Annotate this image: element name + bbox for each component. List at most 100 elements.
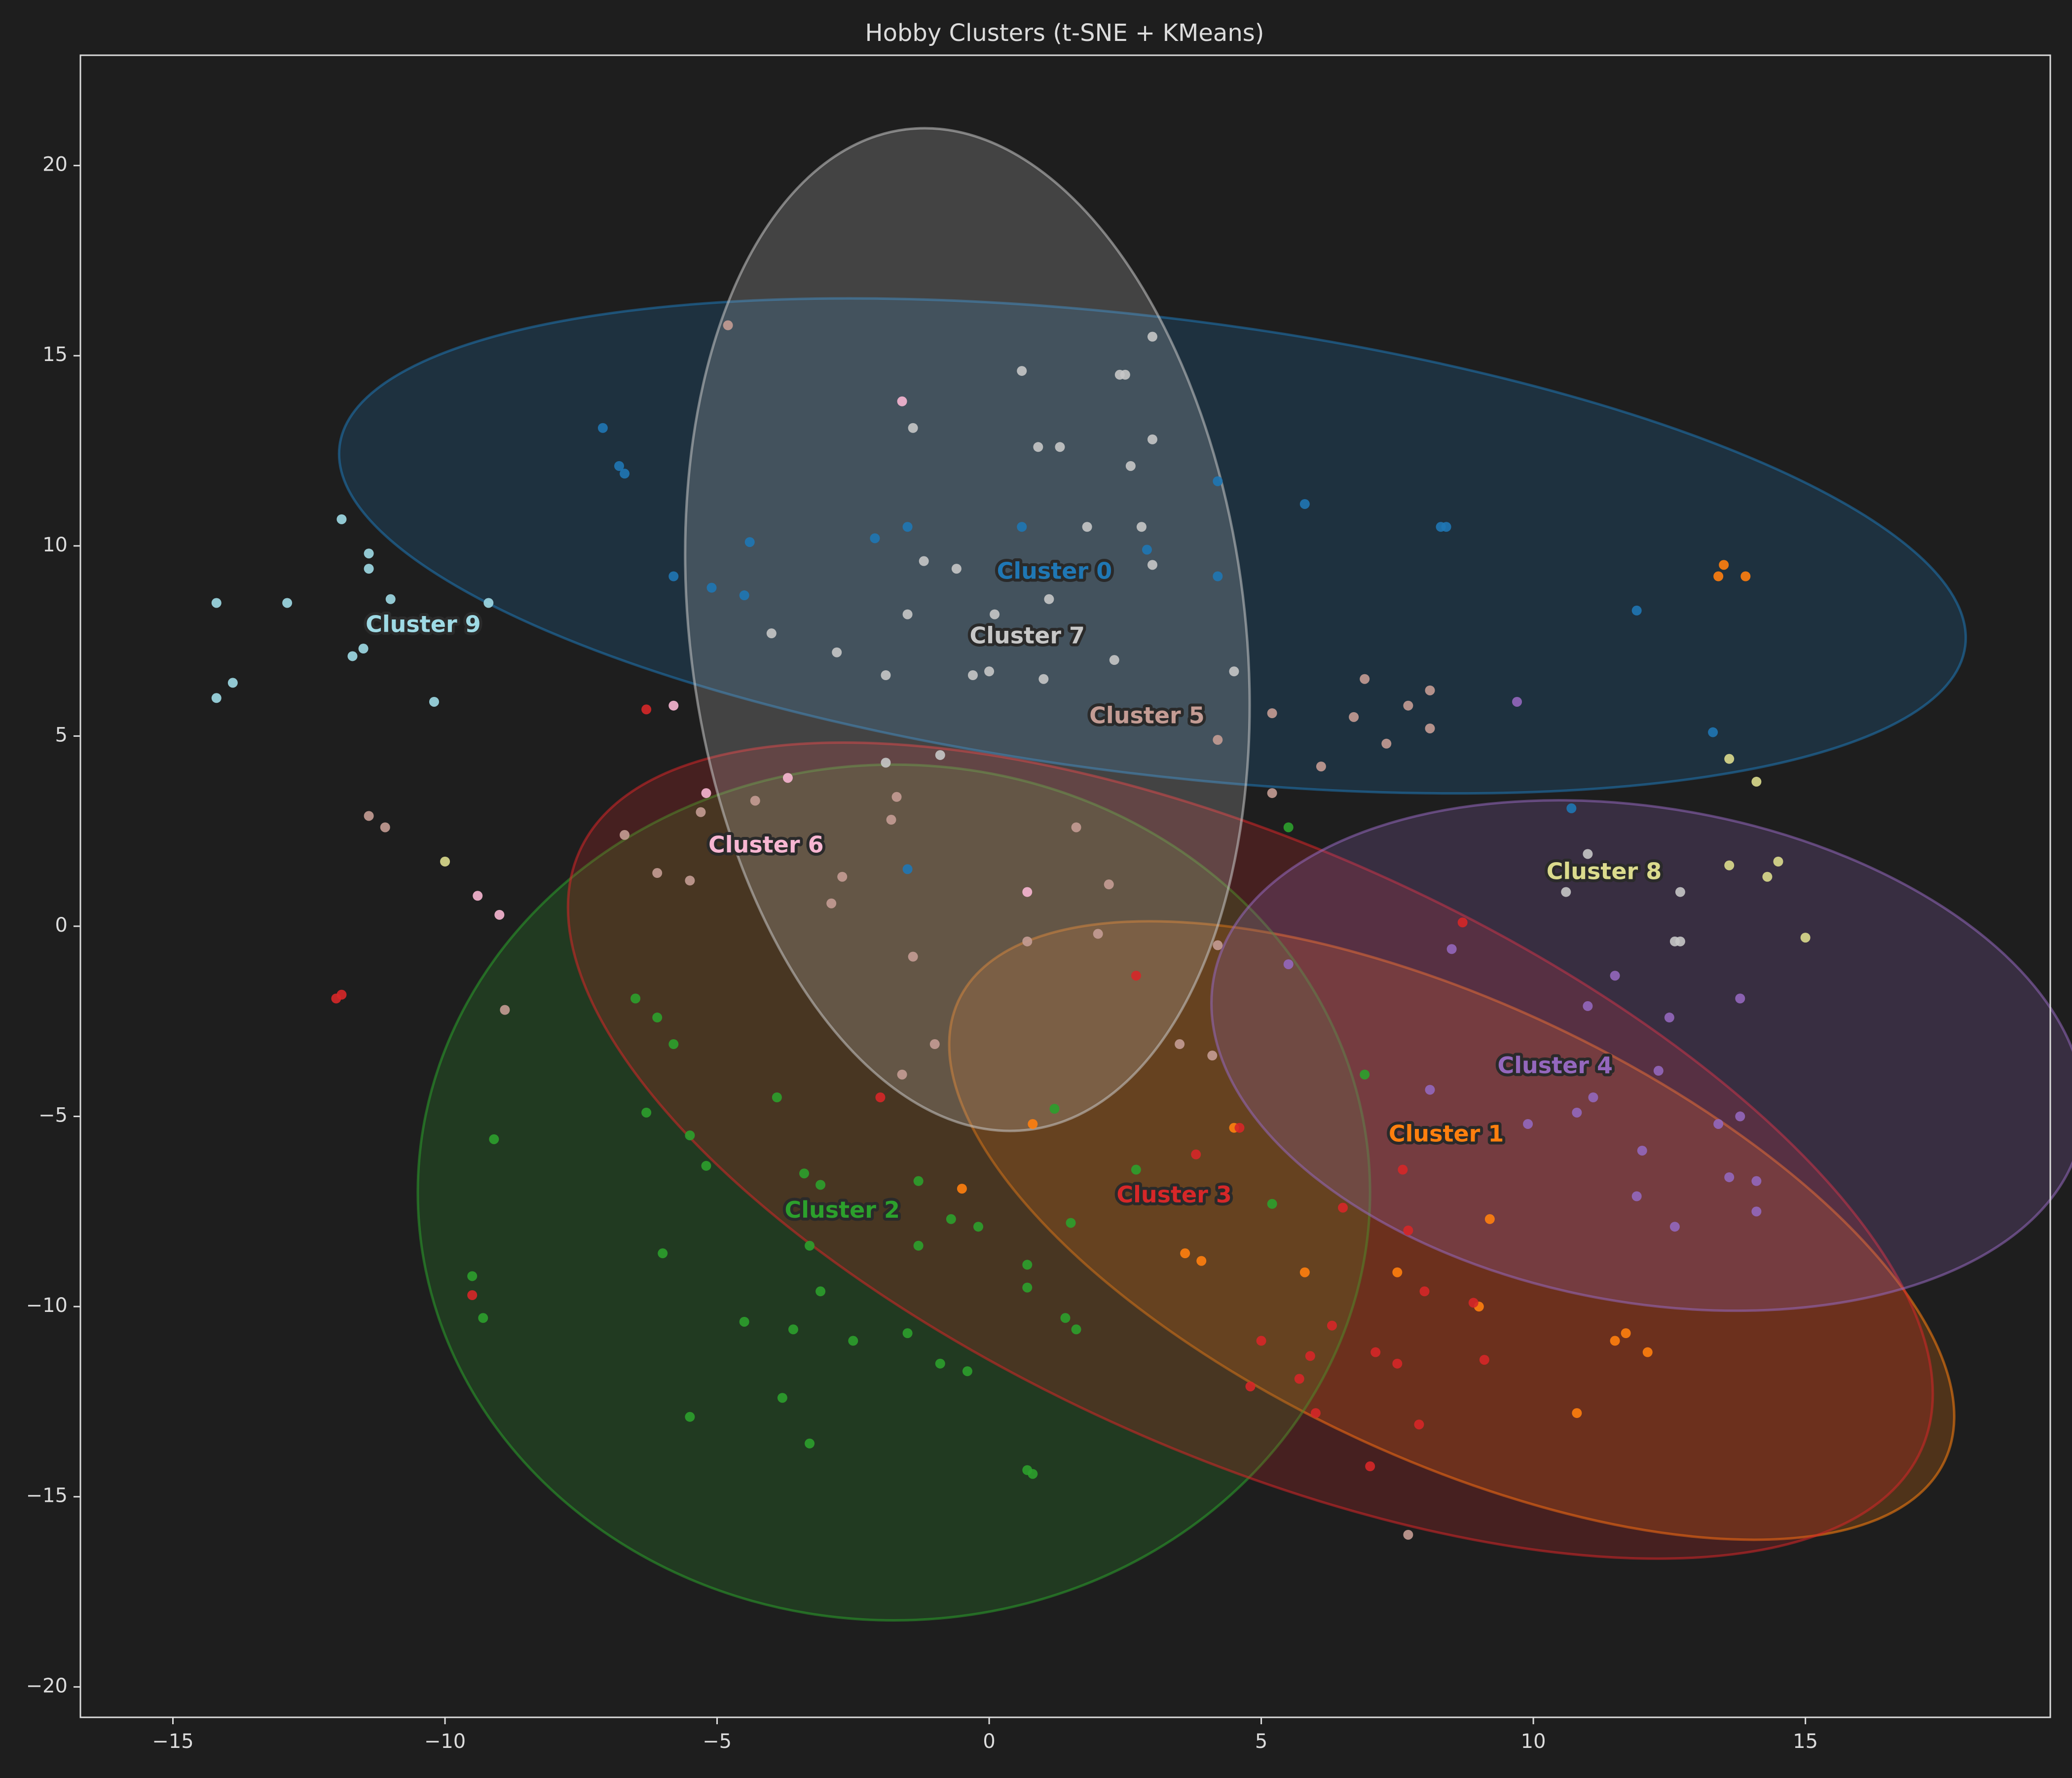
point-cluster-6 [668, 700, 679, 711]
y-tick-label: −20 [26, 1674, 68, 1697]
point-cluster-3 [641, 704, 652, 715]
ellipse-cluster-0 [337, 297, 1967, 795]
point-cluster-6 [1022, 887, 1033, 897]
point-cluster-2 [962, 1366, 972, 1377]
point-cluster-8 [1724, 860, 1735, 871]
point-cluster-7 [1675, 936, 1685, 946]
point-cluster-3 [875, 1092, 886, 1102]
point-cluster-2 [1360, 1069, 1370, 1080]
point-cluster-9 [364, 564, 374, 574]
point-cluster-8 [1773, 856, 1783, 867]
point-cluster-2 [913, 1176, 924, 1186]
point-cluster-5 [897, 1069, 907, 1080]
point-cluster-5 [723, 320, 733, 330]
point-cluster-2 [1066, 1218, 1076, 1228]
point-cluster-4 [1724, 1172, 1735, 1182]
cluster-label-4: Cluster 4 [1497, 1052, 1613, 1079]
point-cluster-3 [1234, 1123, 1245, 1133]
point-cluster-8 [1762, 871, 1773, 882]
point-cluster-7 [881, 670, 891, 681]
x-tick-label: −5 [703, 1730, 732, 1753]
y-tick-label: −10 [26, 1294, 68, 1317]
point-cluster-3 [1419, 1286, 1430, 1297]
point-cluster-8 [1724, 754, 1735, 764]
point-cluster-5 [364, 811, 374, 821]
point-cluster-1 [1180, 1248, 1190, 1259]
point-cluster-7 [1583, 849, 1593, 859]
point-cluster-7 [1561, 887, 1571, 897]
point-cluster-0 [870, 533, 880, 544]
point-cluster-5 [1381, 738, 1392, 749]
point-cluster-7 [1675, 887, 1685, 897]
point-cluster-1 [1713, 571, 1724, 581]
point-cluster-1 [1642, 1347, 1653, 1357]
point-cluster-9 [358, 644, 369, 654]
point-cluster-2 [777, 1393, 787, 1403]
point-cluster-6 [782, 773, 793, 783]
cluster-label-5: Cluster 5 [1089, 702, 1205, 728]
point-cluster-5 [685, 875, 695, 886]
point-cluster-1 [1299, 1267, 1310, 1277]
x-tick-label: 15 [1793, 1730, 1818, 1753]
point-cluster-0 [1213, 571, 1223, 581]
axes: −15 −10 −5 0 5 10 15 −20 −15 −10 −5 0 5 10 15 20 [26, 153, 1818, 1753]
ellipse-cluster-4 [1210, 799, 2072, 1312]
point-cluster-5 [696, 807, 706, 817]
point-cluster-2 [1267, 1198, 1277, 1209]
point-cluster-2 [815, 1180, 826, 1190]
cluster-label-3: Cluster 3 [1116, 1181, 1232, 1208]
point-cluster-1 [1610, 1336, 1620, 1346]
point-cluster-1 [957, 1184, 967, 1194]
point-cluster-9 [227, 678, 238, 688]
point-cluster-5 [1071, 822, 1081, 833]
point-cluster-7 [919, 556, 929, 566]
point-cluster-2 [1022, 1260, 1033, 1270]
point-cluster-7 [1125, 461, 1136, 471]
point-cluster-7 [881, 758, 891, 768]
cluster-label-8: Cluster 8 [1547, 858, 1662, 885]
point-cluster-3 [1457, 917, 1468, 928]
point-cluster-1 [1719, 560, 1729, 570]
point-cluster-4 [1713, 1119, 1724, 1129]
point-cluster-0 [1441, 522, 1451, 532]
point-cluster-4 [1283, 959, 1294, 970]
point-cluster-2 [1131, 1164, 1141, 1175]
point-cluster-5 [500, 1005, 510, 1015]
point-cluster-9 [483, 598, 494, 608]
point-cluster-7 [1082, 522, 1092, 532]
point-cluster-0 [902, 522, 913, 532]
point-cluster-5 [1175, 1039, 1185, 1050]
point-cluster-0 [1142, 544, 1152, 555]
point-cluster-2 [902, 1328, 913, 1339]
y-tick-label: −15 [26, 1485, 68, 1507]
point-cluster-9 [336, 514, 347, 524]
point-cluster-4 [1425, 1085, 1435, 1095]
point-cluster-6 [897, 396, 907, 406]
point-cluster-3 [1392, 1358, 1403, 1369]
point-cluster-4 [1631, 1191, 1642, 1201]
point-cluster-0 [597, 423, 608, 433]
point-cluster-0 [620, 469, 630, 479]
point-cluster-0 [1299, 499, 1310, 509]
point-cluster-7 [902, 609, 913, 619]
point-cluster-3 [1403, 1225, 1413, 1235]
cluster-label-7: Cluster 7 [970, 622, 1085, 649]
point-cluster-5 [1213, 735, 1223, 745]
point-cluster-2 [685, 1130, 695, 1141]
ellipse-cluster-1 [948, 920, 1956, 1541]
point-cluster-2 [788, 1324, 798, 1335]
point-cluster-6 [701, 788, 711, 798]
point-cluster-2 [641, 1107, 652, 1118]
point-cluster-0 [1566, 803, 1577, 813]
point-cluster-3 [1398, 1164, 1408, 1175]
point-cluster-2 [1022, 1282, 1033, 1293]
point-cluster-2 [630, 993, 641, 1004]
point-cluster-5 [886, 815, 896, 825]
point-cluster-3 [1327, 1320, 1337, 1331]
point-cluster-5 [620, 830, 630, 840]
point-cluster-4 [1523, 1119, 1533, 1129]
point-cluster-7 [1147, 331, 1157, 342]
point-cluster-3 [1305, 1351, 1315, 1361]
